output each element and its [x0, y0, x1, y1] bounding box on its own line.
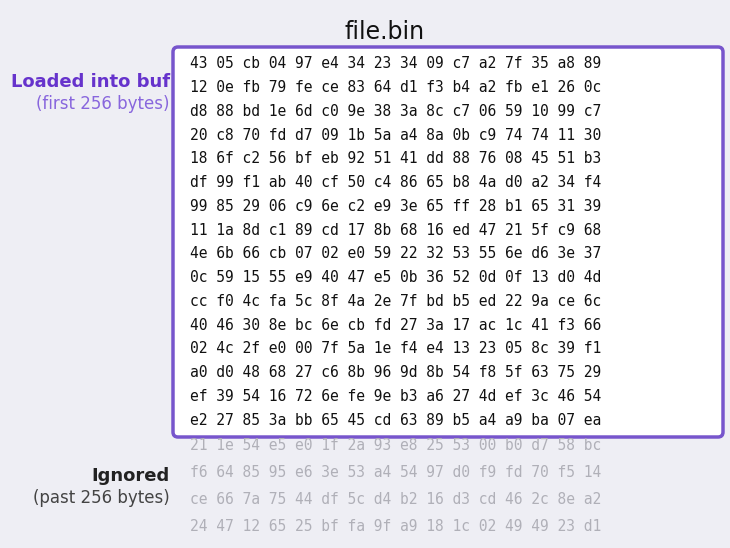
Text: file.bin: file.bin: [345, 20, 425, 44]
Text: 4e 6b 66 cb 07 02 e0 59 22 32 53 55 6e d6 3e 37: 4e 6b 66 cb 07 02 e0 59 22 32 53 55 6e d…: [190, 247, 602, 261]
Text: ef 39 54 16 72 6e fe 9e b3 a6 27 4d ef 3c 46 54: ef 39 54 16 72 6e fe 9e b3 a6 27 4d ef 3…: [190, 389, 602, 404]
Text: d8 88 bd 1e 6d c0 9e 38 3a 8c c7 06 59 10 99 c7: d8 88 bd 1e 6d c0 9e 38 3a 8c c7 06 59 1…: [190, 104, 602, 119]
Text: 18 6f c2 56 bf eb 92 51 41 dd 88 76 08 45 51 b3: 18 6f c2 56 bf eb 92 51 41 dd 88 76 08 4…: [190, 151, 602, 167]
Text: (first 256 bytes): (first 256 bytes): [36, 95, 170, 113]
Text: f6 64 85 95 e6 3e 53 a4 54 97 d0 f9 fd 70 f5 14: f6 64 85 95 e6 3e 53 a4 54 97 d0 f9 fd 7…: [190, 465, 602, 480]
Text: Loaded into buf: Loaded into buf: [11, 73, 170, 91]
Text: df 99 f1 ab 40 cf 50 c4 86 65 b8 4a d0 a2 34 f4: df 99 f1 ab 40 cf 50 c4 86 65 b8 4a d0 a…: [190, 175, 602, 190]
Text: Ignored: Ignored: [92, 467, 170, 485]
Text: 99 85 29 06 c9 6e c2 e9 3e 65 ff 28 b1 65 31 39: 99 85 29 06 c9 6e c2 e9 3e 65 ff 28 b1 6…: [190, 199, 602, 214]
Text: 43 05 cb 04 97 e4 34 23 34 09 c7 a2 7f 35 a8 89: 43 05 cb 04 97 e4 34 23 34 09 c7 a2 7f 3…: [190, 56, 602, 71]
FancyBboxPatch shape: [173, 47, 723, 437]
Text: 0c 59 15 55 e9 40 47 e5 0b 36 52 0d 0f 13 d0 4d: 0c 59 15 55 e9 40 47 e5 0b 36 52 0d 0f 1…: [190, 270, 602, 285]
Text: 40 46 30 8e bc 6e cb fd 27 3a 17 ac 1c 41 f3 66: 40 46 30 8e bc 6e cb fd 27 3a 17 ac 1c 4…: [190, 318, 602, 333]
Text: 24 47 12 65 25 bf fa 9f a9 18 1c 02 49 49 23 d1: 24 47 12 65 25 bf fa 9f a9 18 1c 02 49 4…: [190, 519, 602, 534]
Text: 20 c8 70 fd d7 09 1b 5a a4 8a 0b c9 74 74 11 30: 20 c8 70 fd d7 09 1b 5a a4 8a 0b c9 74 7…: [190, 128, 602, 142]
Text: a0 d0 48 68 27 c6 8b 96 9d 8b 54 f8 5f 63 75 29: a0 d0 48 68 27 c6 8b 96 9d 8b 54 f8 5f 6…: [190, 365, 602, 380]
Text: 11 1a 8d c1 89 cd 17 8b 68 16 ed 47 21 5f c9 68: 11 1a 8d c1 89 cd 17 8b 68 16 ed 47 21 5…: [190, 222, 602, 238]
Text: 12 0e fb 79 fe ce 83 64 d1 f3 b4 a2 fb e1 26 0c: 12 0e fb 79 fe ce 83 64 d1 f3 b4 a2 fb e…: [190, 80, 602, 95]
Text: (past 256 bytes): (past 256 bytes): [34, 489, 170, 507]
Text: e2 27 85 3a bb 65 45 cd 63 89 b5 a4 a9 ba 07 ea: e2 27 85 3a bb 65 45 cd 63 89 b5 a4 a9 b…: [190, 413, 602, 427]
Text: 02 4c 2f e0 00 7f 5a 1e f4 e4 13 23 05 8c 39 f1: 02 4c 2f e0 00 7f 5a 1e f4 e4 13 23 05 8…: [190, 341, 602, 356]
Text: 21 1e 54 e5 e0 1f 2a 93 e8 25 53 00 b0 d7 58 bc: 21 1e 54 e5 e0 1f 2a 93 e8 25 53 00 b0 d…: [190, 438, 602, 453]
Text: cc f0 4c fa 5c 8f 4a 2e 7f bd b5 ed 22 9a ce 6c: cc f0 4c fa 5c 8f 4a 2e 7f bd b5 ed 22 9…: [190, 294, 602, 309]
Text: ce 66 7a 75 44 df 5c d4 b2 16 d3 cd 46 2c 8e a2: ce 66 7a 75 44 df 5c d4 b2 16 d3 cd 46 2…: [190, 492, 602, 507]
